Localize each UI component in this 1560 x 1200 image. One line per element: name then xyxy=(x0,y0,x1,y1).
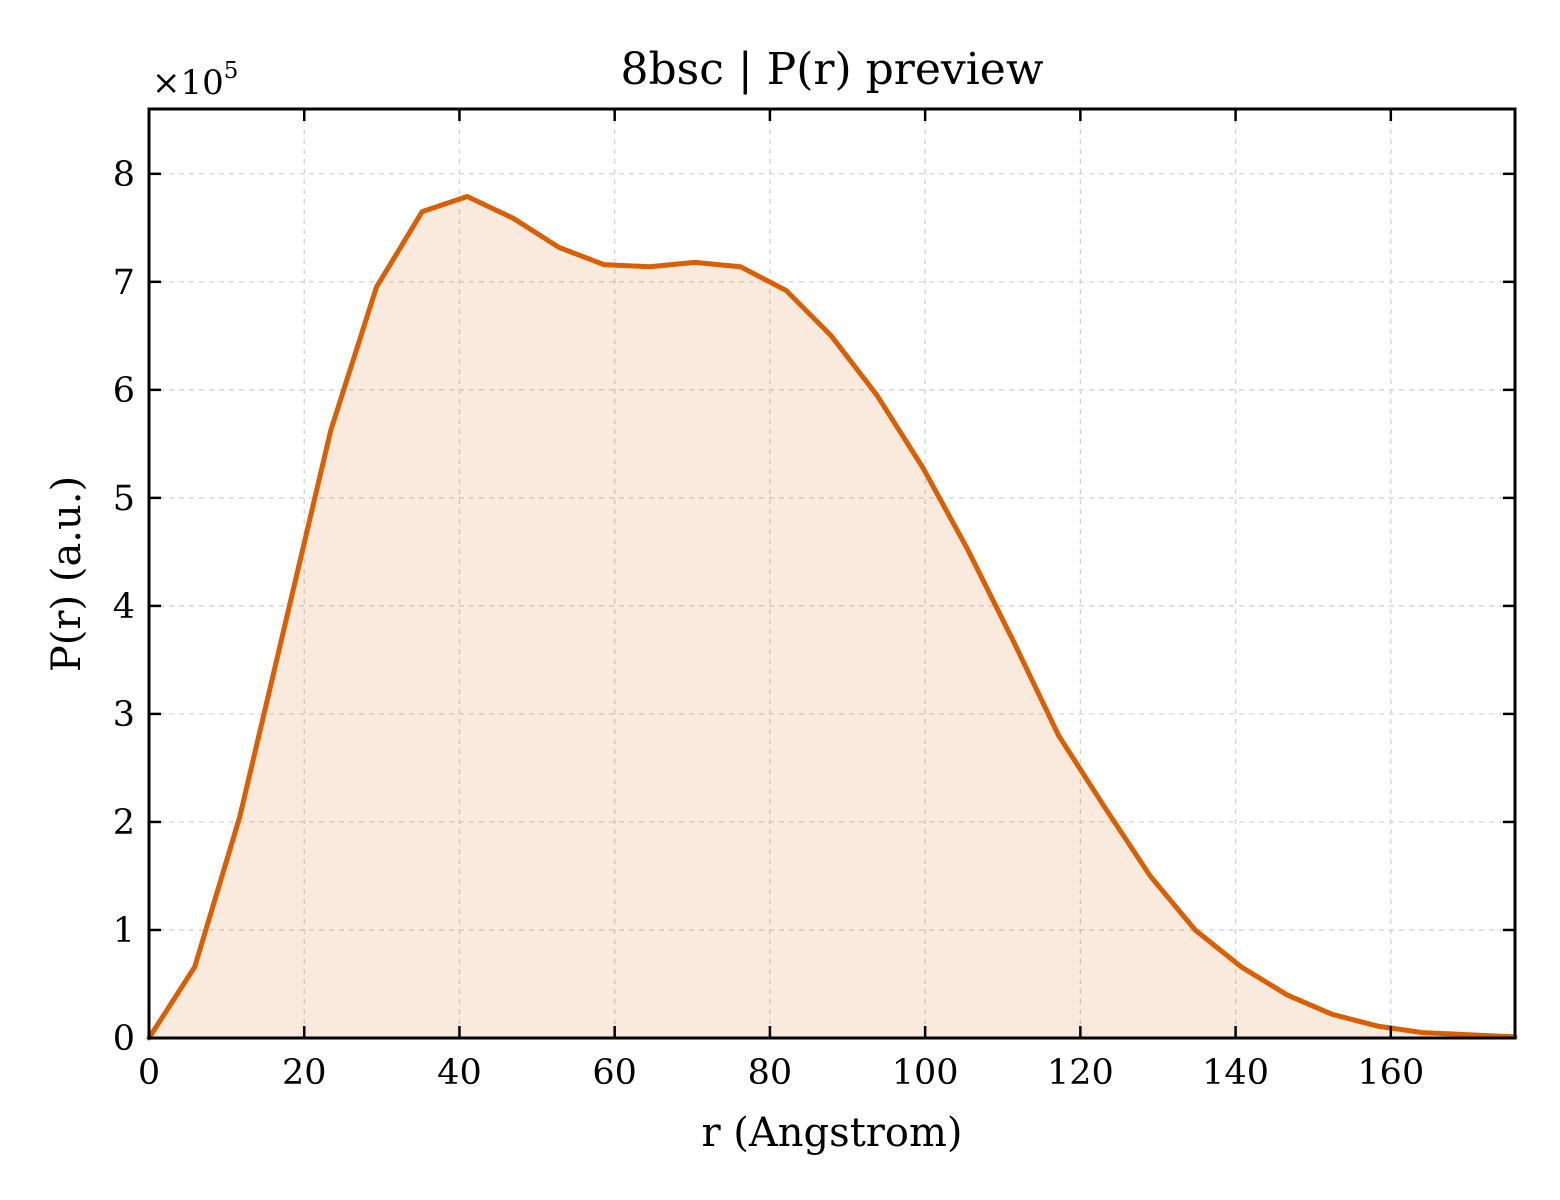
x-tick-label: 60 xyxy=(592,1053,637,1093)
x-tick-label: 120 xyxy=(1047,1053,1114,1093)
y-tick-label: 1 xyxy=(113,911,135,951)
y-tick-label: 3 xyxy=(113,695,135,735)
x-tick-label: 0 xyxy=(138,1053,160,1093)
x-tick-label: 160 xyxy=(1357,1053,1424,1093)
y-tick-label: 8 xyxy=(113,155,135,195)
x-tick-label: 80 xyxy=(748,1053,793,1093)
y-axis-ticks: 0 1 2 3 4 5 6 7 8 xyxy=(113,155,1515,1059)
x-axis-ticks: 0 20 40 60 80 100 120 140 160 xyxy=(138,109,1424,1093)
x-tick-label: 40 xyxy=(437,1053,482,1093)
area-fill xyxy=(149,196,1515,1038)
x-tick-label: 20 xyxy=(282,1053,327,1093)
y-tick-label: 4 xyxy=(113,587,135,627)
y-axis-label: P(r) (a.u.) xyxy=(44,476,90,672)
plot-frame xyxy=(147,107,1517,1040)
y-tick-label: 2 xyxy=(113,803,135,843)
y-tick-label: 6 xyxy=(113,371,135,411)
y-tick-label: 0 xyxy=(113,1019,135,1059)
series-line xyxy=(146,194,1518,1041)
chart-title: 8bsc | P(r) preview xyxy=(620,44,1043,95)
y-multiplier-base: ×10 xyxy=(152,63,224,103)
y-tick-label: 7 xyxy=(113,263,135,303)
y-multiplier-exponent: 5 xyxy=(224,58,239,84)
x-tick-label: 140 xyxy=(1202,1053,1269,1093)
x-axis-label: r (Angstrom) xyxy=(701,1110,962,1156)
y-multiplier: ×105 xyxy=(152,58,238,103)
y-tick-label: 5 xyxy=(113,479,135,519)
x-tick-label: 100 xyxy=(892,1053,959,1093)
